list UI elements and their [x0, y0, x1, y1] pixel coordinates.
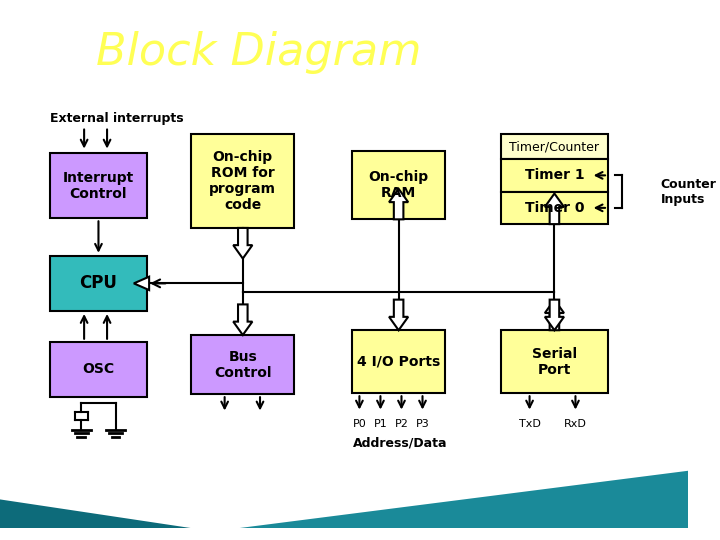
Text: External interrupts: External interrupts	[50, 112, 184, 125]
Polygon shape	[389, 189, 408, 219]
Text: Address/Data: Address/Data	[354, 436, 448, 449]
FancyBboxPatch shape	[50, 255, 147, 311]
Polygon shape	[0, 471, 688, 528]
FancyBboxPatch shape	[501, 134, 608, 159]
Text: TxD: TxD	[518, 419, 541, 429]
FancyBboxPatch shape	[352, 330, 446, 393]
Polygon shape	[389, 300, 408, 330]
Polygon shape	[545, 300, 564, 330]
Text: Block Diagram: Block Diagram	[96, 31, 421, 73]
Text: Timer 0: Timer 0	[525, 201, 584, 215]
Text: P1: P1	[374, 419, 387, 429]
Polygon shape	[545, 193, 564, 224]
Text: OSC: OSC	[82, 362, 114, 376]
FancyBboxPatch shape	[50, 342, 147, 397]
FancyBboxPatch shape	[352, 151, 446, 219]
Polygon shape	[233, 305, 253, 335]
Text: P0: P0	[353, 419, 366, 429]
Polygon shape	[545, 300, 564, 330]
Polygon shape	[134, 276, 149, 290]
Text: Bus
Control: Bus Control	[214, 349, 271, 380]
Text: Timer 1: Timer 1	[525, 168, 584, 183]
Text: Timer/Counter: Timer/Counter	[510, 140, 600, 153]
Text: Counter
Inputs: Counter Inputs	[660, 178, 716, 206]
FancyBboxPatch shape	[50, 153, 147, 218]
FancyBboxPatch shape	[192, 134, 294, 228]
FancyBboxPatch shape	[501, 159, 608, 192]
Polygon shape	[233, 228, 253, 259]
Text: CPU: CPU	[79, 274, 117, 292]
Text: Serial
Port: Serial Port	[532, 347, 577, 377]
Text: RxD: RxD	[564, 419, 587, 429]
FancyBboxPatch shape	[501, 330, 608, 393]
Text: Interrupt
Control: Interrupt Control	[63, 171, 134, 201]
Text: On-chip
ROM for
program
code: On-chip ROM for program code	[210, 150, 276, 212]
Text: P2: P2	[395, 419, 408, 429]
FancyBboxPatch shape	[501, 192, 608, 224]
Text: 4 I/O Ports: 4 I/O Ports	[357, 355, 440, 369]
Polygon shape	[0, 500, 688, 528]
FancyBboxPatch shape	[192, 335, 294, 394]
Text: On-chip
RAM: On-chip RAM	[369, 170, 428, 200]
Text: P3: P3	[415, 419, 429, 429]
